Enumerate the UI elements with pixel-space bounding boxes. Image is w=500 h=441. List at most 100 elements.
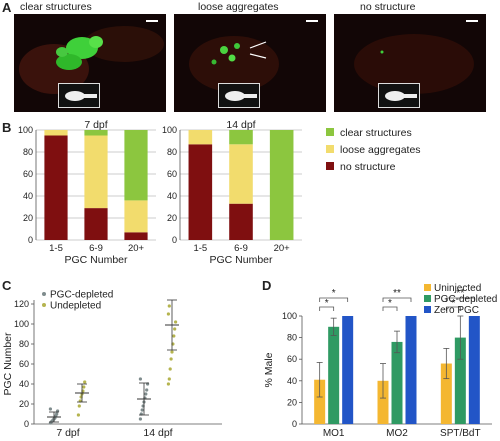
x-tick-label: 1-5 <box>193 243 207 254</box>
fish-inset-art <box>225 91 257 101</box>
x-tick-label: 6-9 <box>234 243 248 254</box>
data-point <box>167 304 171 308</box>
legend-swatch <box>424 295 431 302</box>
x-tick-label: MO2 <box>386 428 408 439</box>
x-tick-label: 6-9 <box>89 243 103 254</box>
panel-c-letter: C <box>2 278 12 293</box>
x-tick-label: 14 dpf <box>143 427 172 439</box>
bar <box>405 316 417 424</box>
bar <box>454 337 466 424</box>
data-point <box>83 380 87 384</box>
bar <box>468 316 480 424</box>
fish-inset <box>58 83 100 108</box>
bar-segment <box>124 130 148 201</box>
bar-segment <box>229 144 253 204</box>
bar <box>440 363 452 424</box>
sig-label: ** <box>393 288 401 299</box>
bar <box>328 326 340 424</box>
y-tick-label: 60 <box>167 169 177 179</box>
legend-label: PGC-depleted <box>50 290 113 301</box>
data-point <box>169 357 173 361</box>
y-tick-label: 0 <box>172 235 177 245</box>
bar-segment <box>188 130 213 145</box>
legend-label: no structure <box>340 161 396 173</box>
y-tick-label: 80 <box>287 333 297 343</box>
bar-segment <box>84 135 108 209</box>
sig-bracket-lower <box>445 306 461 311</box>
sig-label: * <box>388 298 392 309</box>
data-point <box>76 413 80 417</box>
bar-segment <box>269 130 294 240</box>
y-tick-label: 20 <box>23 213 33 223</box>
data-point <box>48 407 53 411</box>
micro-image-none-art <box>354 34 474 94</box>
x-axis-title: PGC Number <box>209 254 273 266</box>
bar-segment <box>188 144 213 240</box>
scale-bar <box>466 20 478 22</box>
y-axis-title: % Male <box>263 352 275 387</box>
sig-label: * <box>451 298 455 309</box>
y-tick-label: 40 <box>23 191 33 201</box>
sig-label: * <box>325 298 329 309</box>
legend-swatch <box>424 284 431 291</box>
bar <box>314 379 326 424</box>
legend-label: PGC-depleted <box>434 294 497 305</box>
y-tick-label: 80 <box>19 339 29 349</box>
y-tick-label: 60 <box>19 359 29 369</box>
sig-bracket-lower <box>319 306 335 311</box>
y-tick-label: 40 <box>287 376 297 386</box>
y-tick-label: 0 <box>28 235 33 245</box>
data-point <box>140 408 144 412</box>
legend-swatch <box>326 145 334 153</box>
data-point <box>55 412 59 416</box>
data-point <box>168 367 172 371</box>
bar-segment <box>124 200 148 233</box>
legend-marker <box>42 303 46 307</box>
micro-image-clear-art <box>19 26 164 94</box>
legend-label: Zero PGC <box>434 305 479 316</box>
bar-segment <box>229 203 253 240</box>
data-point <box>166 312 170 316</box>
data-point <box>166 382 170 386</box>
panel-a-letter: A <box>2 0 12 15</box>
data-point <box>138 417 142 421</box>
bar-segment <box>84 130 108 136</box>
sig-bracket-upper <box>382 297 412 302</box>
legend-swatch <box>326 128 334 136</box>
y-tick-label: 100 <box>14 319 29 329</box>
data-point <box>77 404 81 408</box>
legend-marker <box>42 292 46 296</box>
y-tick-label: 100 <box>282 311 297 321</box>
fish-inset <box>378 83 420 108</box>
y-tick-label: 40 <box>19 379 29 389</box>
scale-bar <box>146 20 158 22</box>
micro-image-loose-art <box>189 36 279 92</box>
legend-label: clear structures <box>340 127 412 139</box>
data-point <box>82 385 86 389</box>
micro-image-clear <box>14 14 166 112</box>
micro-title-clear: clear structures <box>20 1 92 13</box>
micro-title-none: no structure <box>360 1 416 13</box>
x-axis-title: PGC Number <box>64 254 128 266</box>
y-tick-label: 20 <box>167 213 177 223</box>
data-point <box>144 392 148 396</box>
x-tick-label: MO1 <box>323 428 345 439</box>
legend-label: Undepleted <box>50 301 101 312</box>
bar-segment <box>84 208 108 240</box>
chart-title: 7 dpf <box>84 119 107 131</box>
scale-bar <box>306 20 318 22</box>
data-point <box>170 350 174 354</box>
y-tick-label: 80 <box>167 147 177 157</box>
sig-bracket-lower <box>382 306 398 311</box>
bar <box>391 341 403 424</box>
data-point <box>173 327 177 331</box>
bar <box>342 316 354 424</box>
x-tick-label: 7 dpf <box>56 427 79 439</box>
fish-inset-art <box>65 91 97 101</box>
y-tick-label: 80 <box>23 147 33 157</box>
data-point <box>145 388 149 392</box>
x-tick-label: 1-5 <box>49 243 63 254</box>
sig-bracket-upper <box>445 297 475 302</box>
bar-segment <box>229 130 253 145</box>
legend-label: Uninjected <box>434 283 481 294</box>
